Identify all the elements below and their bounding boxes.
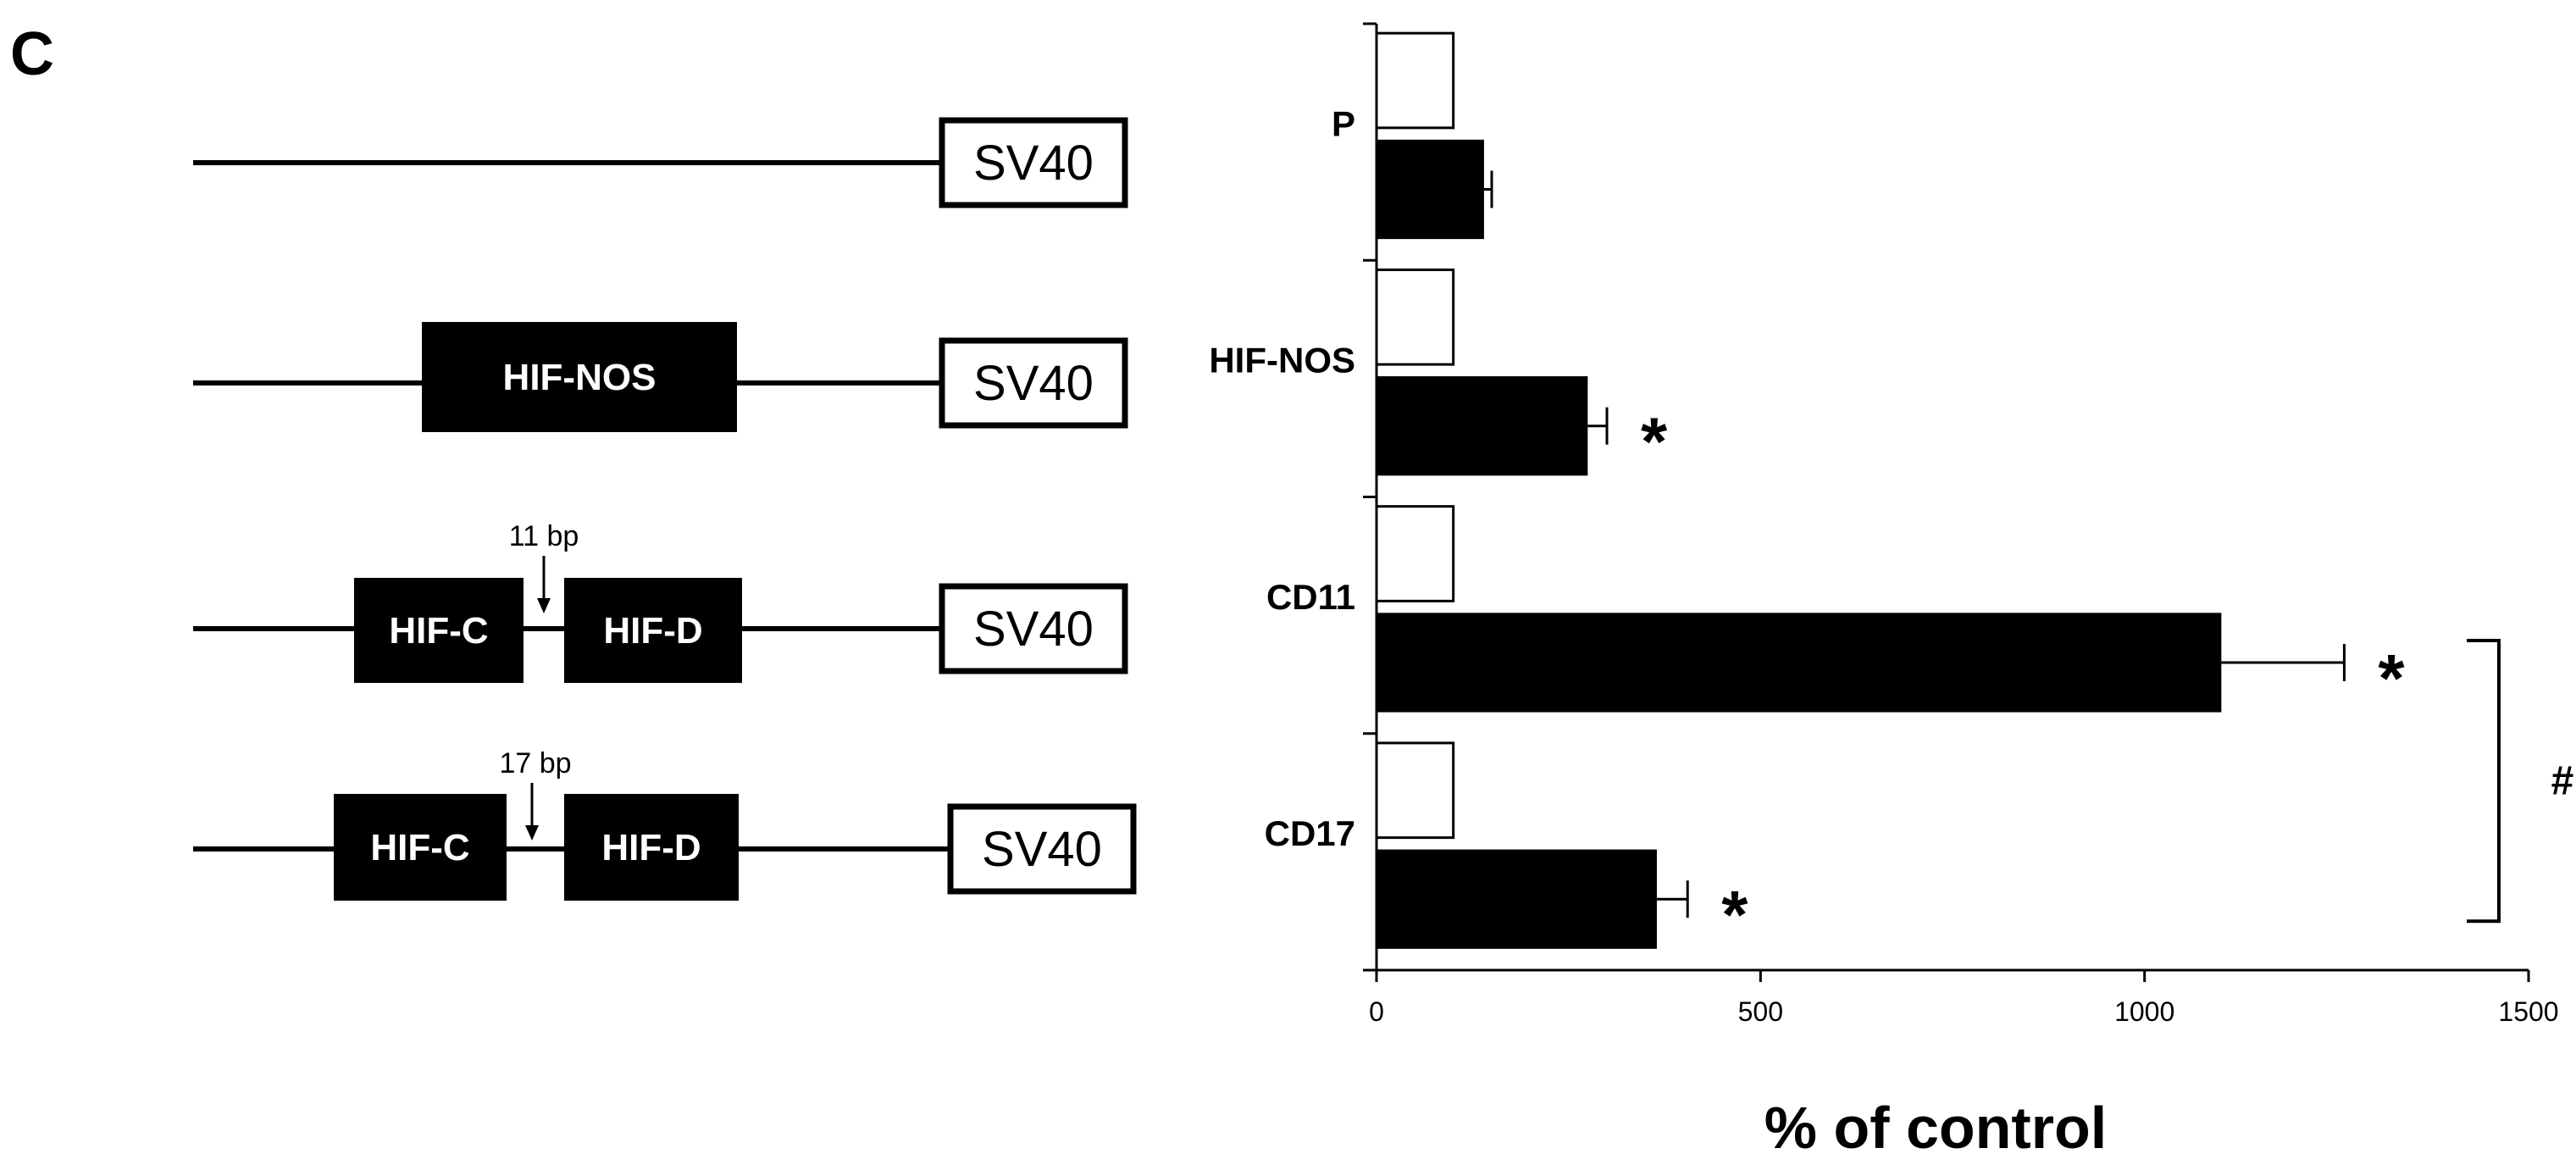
hif-d-label: HIF-D bbox=[603, 610, 702, 652]
hif-d-box bbox=[564, 794, 739, 901]
hif-c-label: HIF-C bbox=[370, 827, 469, 868]
bar-control-cd17 bbox=[1375, 741, 1455, 840]
sv40-label: SV40 bbox=[973, 602, 1094, 657]
bracket-line bbox=[2467, 638, 2501, 924]
x-tick-label: 0 bbox=[1369, 996, 1384, 1027]
spacer-label: 11 bp bbox=[509, 520, 579, 552]
hif-c-label: HIF-C bbox=[389, 610, 488, 652]
construct-cd17: HIF-C HIF-D 17 bp SV40 bbox=[193, 747, 1137, 901]
spacer-arrow-head bbox=[525, 825, 539, 840]
bars: * * * bbox=[1375, 31, 2405, 952]
sv40-box bbox=[939, 337, 1128, 429]
sv40-label: SV40 bbox=[973, 136, 1094, 191]
hif-c-box bbox=[354, 578, 524, 683]
y-ticks bbox=[1363, 22, 1377, 972]
panel-label: C bbox=[10, 20, 54, 88]
bar-construct-cd17 bbox=[1377, 849, 1657, 949]
category-labels: P HIF-NOS CD11 CD17 bbox=[1209, 103, 1355, 853]
category-label-hif-nos: HIF-NOS bbox=[1209, 341, 1355, 380]
significance-marker: * bbox=[1721, 877, 1748, 952]
bar-construct-hif-nos bbox=[1377, 376, 1588, 476]
bar-control-p bbox=[1375, 31, 1455, 130]
significance-bracket: # bbox=[2467, 638, 2574, 924]
x-tick-label: 500 bbox=[1738, 996, 1783, 1027]
category-label-p: P bbox=[1332, 103, 1355, 143]
spacer-arrow-head bbox=[537, 598, 551, 613]
bar-control-hif-nos bbox=[1375, 268, 1455, 366]
x-tick-label: 1000 bbox=[2114, 996, 2174, 1027]
category-label-cd17: CD17 bbox=[1265, 813, 1355, 853]
hif-d-box bbox=[564, 578, 742, 683]
construct-hif-nos: HIF-NOS SV40 bbox=[193, 322, 1128, 432]
hif-c-box bbox=[334, 794, 507, 901]
hif-nos-label: HIF-NOS bbox=[503, 357, 656, 398]
significance-marker: * bbox=[2378, 641, 2405, 716]
construct-diagrams: SV40 HIF-NOS SV40 HIF-C HIF-D 11 bp SV40 bbox=[193, 117, 1137, 901]
sv40-box bbox=[947, 803, 1137, 895]
x-ticks: 0 500 1000 1500 bbox=[1369, 970, 2559, 1027]
sv40-box bbox=[939, 583, 1128, 674]
sv40-label: SV40 bbox=[973, 356, 1094, 411]
bar-chart: 0 500 1000 1500 * * * P HIF-NOS CD11 CD17 # % of… bbox=[1209, 22, 2574, 1161]
construct-cd11: HIF-C HIF-D 11 bp SV40 bbox=[193, 520, 1128, 683]
x-axis-label: % of control bbox=[1764, 1095, 2107, 1161]
bar-construct-p bbox=[1377, 139, 1484, 240]
significance-marker: * bbox=[1641, 404, 1668, 480]
bar-construct-cd11 bbox=[1377, 613, 2222, 713]
spacer-label: 17 bp bbox=[499, 747, 571, 779]
hif-d-label: HIF-D bbox=[601, 827, 701, 868]
bracket-label: # bbox=[2551, 759, 2574, 804]
sv40-label: SV40 bbox=[982, 822, 1102, 877]
x-tick-label: 1500 bbox=[2498, 996, 2558, 1027]
sv40-box bbox=[939, 117, 1128, 208]
bar-control-cd11 bbox=[1375, 505, 1455, 602]
category-label-cd11: CD11 bbox=[1266, 577, 1355, 617]
construct-p: SV40 bbox=[193, 117, 1128, 208]
hif-nos-box bbox=[422, 322, 737, 432]
